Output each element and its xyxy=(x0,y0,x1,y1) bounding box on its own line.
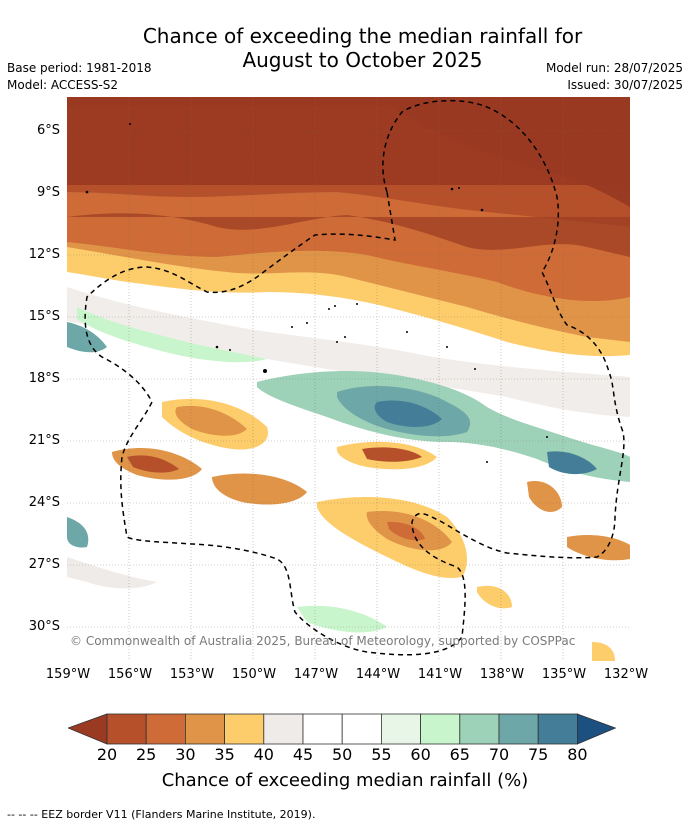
colorbar-extend-high xyxy=(576,713,617,745)
lat-label: 9°S xyxy=(36,185,60,200)
colorbar-tick-label: 35 xyxy=(214,745,235,764)
colorbar-tick-label: 30 xyxy=(175,745,196,764)
eez-border xyxy=(84,99,625,656)
colorbar-swatch xyxy=(106,713,147,745)
colorbar-tick-label: 25 xyxy=(136,745,157,764)
lat-label: 24°S xyxy=(28,495,60,510)
colorbar-swatch xyxy=(185,713,226,745)
model-run: Model run: 28/07/2025 xyxy=(545,61,683,75)
colorbar xyxy=(66,713,624,749)
lon-label: 153°W xyxy=(169,667,215,682)
colorbar-tick-label: 20 xyxy=(96,745,118,764)
colorbar-swatch xyxy=(263,713,304,745)
lat-label: 27°S xyxy=(28,557,60,572)
islands xyxy=(85,123,548,463)
map-canvas xyxy=(67,97,630,661)
colorbar-title: Chance of exceeding median rainfall (%) xyxy=(161,770,529,791)
colorbar-swatch xyxy=(498,713,539,745)
lat-label: 30°S xyxy=(28,619,60,634)
eez-footnote: -- -- -- EEZ border V11 (Flanders Marine… xyxy=(7,808,316,821)
colorbar-tick-label: 65 xyxy=(449,745,470,764)
title-line-2: August to October 2025 xyxy=(242,48,483,72)
base-period: Base period: 1981-2018 xyxy=(7,61,152,75)
lat-label: 18°S xyxy=(28,371,60,386)
model-name: Model: ACCESS-S2 xyxy=(7,78,119,92)
lat-label: 6°S xyxy=(36,123,60,138)
lat-label: 12°S xyxy=(28,247,60,262)
colorbar-swatch xyxy=(145,713,186,745)
title-line-1: Chance of exceeding the median rainfall … xyxy=(142,24,583,48)
lon-label: 141°W xyxy=(417,667,463,682)
colorbar-extend-low xyxy=(66,713,108,745)
band-35-40 xyxy=(67,247,630,357)
colorbar-swatch xyxy=(224,713,265,745)
map-title: Chance of exceeding the median rainfall … xyxy=(0,24,690,72)
lon-label: 159°W xyxy=(45,667,91,682)
colorbar-tick-label: 75 xyxy=(528,745,549,764)
colorbar-tick-label: 40 xyxy=(253,745,274,764)
colorbar-tick-label: 80 xyxy=(567,745,588,764)
issued-date: Issued: 30/07/2025 xyxy=(567,78,683,92)
lon-label: 144°W xyxy=(355,667,401,682)
colorbar-tick-label: 55 xyxy=(371,745,392,764)
colorbar-tick-label: 50 xyxy=(332,745,353,764)
lon-label: 156°W xyxy=(107,667,153,682)
colorbar-tick-label: 70 xyxy=(488,745,510,764)
colorbar-swatch xyxy=(380,713,421,745)
lat-label: 21°S xyxy=(28,433,60,448)
lon-label: 150°W xyxy=(231,667,277,682)
colorbar-swatch xyxy=(459,713,500,745)
colorbar-tick-label: 60 xyxy=(410,745,431,764)
lon-label: 138°W xyxy=(479,667,525,682)
lon-label: 135°W xyxy=(541,667,587,682)
colorbar-swatches xyxy=(66,713,617,745)
copyright-notice: © Commonwealth of Australia 2025, Bureau… xyxy=(70,634,576,648)
meta-left: Base period: 1981-2018 Model: ACCESS-S2 xyxy=(7,60,152,94)
rainfall-map xyxy=(67,97,630,661)
colorbar-swatch xyxy=(420,713,461,745)
meta-right: Model run: 28/07/2025 Issued: 30/07/2025 xyxy=(546,60,683,94)
graticule xyxy=(67,97,630,661)
colorbar-tick-label: 45 xyxy=(292,745,314,764)
lon-label: 132°W xyxy=(603,667,649,682)
colorbar-swatch xyxy=(302,713,343,745)
lat-label: 15°S xyxy=(28,309,60,324)
lon-label: 147°W xyxy=(293,667,339,682)
colorbar-swatch xyxy=(341,713,382,745)
colorbar-swatch xyxy=(537,713,578,745)
